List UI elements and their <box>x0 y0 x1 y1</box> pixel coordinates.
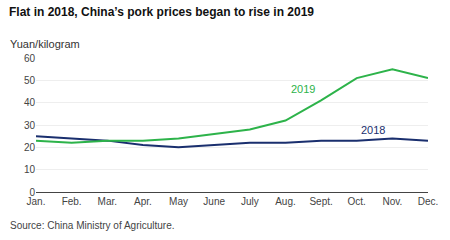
svg-text:Feb.: Feb. <box>62 196 82 207</box>
svg-text:10: 10 <box>24 164 36 175</box>
svg-text:40: 40 <box>24 97 36 108</box>
svg-text:60: 60 <box>24 53 36 64</box>
svg-text:Jan.: Jan. <box>27 196 46 207</box>
svg-text:Mar.: Mar. <box>98 196 117 207</box>
svg-text:Flat in 2018, China’s pork pri: Flat in 2018, China’s pork prices began … <box>9 5 314 19</box>
svg-text:Yuan/kilogram: Yuan/kilogram <box>10 38 80 50</box>
svg-text:May: May <box>169 196 188 207</box>
svg-text:Oct.: Oct. <box>348 196 366 207</box>
svg-text:July: July <box>241 196 259 207</box>
svg-text:Dec.: Dec. <box>418 196 439 207</box>
svg-text:Sept.: Sept. <box>309 196 332 207</box>
svg-text:50: 50 <box>24 75 36 86</box>
svg-text:30: 30 <box>24 120 36 131</box>
svg-text:0: 0 <box>29 187 35 198</box>
svg-text:20: 20 <box>24 142 36 153</box>
svg-text:Apr.: Apr. <box>134 196 152 207</box>
svg-text:Aug.: Aug. <box>275 196 296 207</box>
svg-text:2019: 2019 <box>291 83 315 95</box>
svg-text:June: June <box>203 196 225 207</box>
svg-text:Nov.: Nov. <box>382 196 402 207</box>
svg-text:2018: 2018 <box>361 124 385 136</box>
svg-text:Source: China Ministry of Agri: Source: China Ministry of Agriculture. <box>10 220 175 231</box>
